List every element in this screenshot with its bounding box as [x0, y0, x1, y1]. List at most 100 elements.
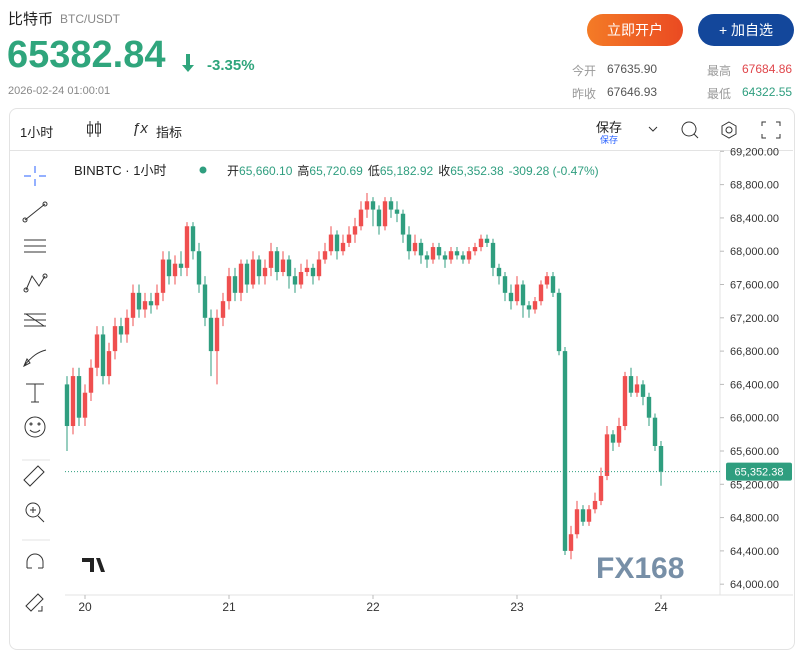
candle-body	[370, 201, 376, 210]
candle-body	[304, 267, 310, 273]
stat-label: 最低	[707, 87, 732, 101]
candle-body	[532, 301, 538, 310]
candle-body	[226, 276, 232, 302]
candle-body	[544, 276, 550, 285]
candle-body	[322, 251, 328, 260]
candle-body	[412, 242, 418, 252]
candle-body	[496, 267, 502, 277]
x-tick-label: 23	[510, 600, 524, 614]
candle-body	[148, 301, 154, 306]
price: 65382.84	[7, 34, 166, 76]
y-tick-label: 64,400.00	[730, 546, 779, 558]
candle-body	[268, 251, 274, 268]
candle-body	[112, 326, 118, 352]
candle-body	[568, 534, 574, 551]
candle-body	[442, 255, 448, 260]
ohlc-name: 收	[438, 164, 450, 178]
candle-body	[238, 263, 244, 293]
tv-logo	[82, 558, 105, 572]
candle-body	[424, 255, 430, 260]
ohlc-value: 65,352.38	[450, 164, 504, 178]
interval-button[interactable]: 1小时	[20, 125, 54, 140]
candle-body	[658, 445, 664, 472]
y-tick-label: 68,400.00	[730, 213, 779, 225]
indicator-icon[interactable]: ƒx	[132, 120, 148, 137]
candle-body	[472, 247, 478, 252]
candle-body	[382, 201, 388, 227]
candle-body	[256, 259, 262, 277]
candle-body	[118, 326, 124, 335]
asset-pair: BTC/USDT	[60, 12, 120, 26]
candle-body	[610, 434, 616, 443]
candle-body	[628, 376, 634, 393]
y-tick-label: 65,200.00	[730, 479, 779, 491]
x-tick-label: 21	[222, 600, 236, 614]
candle-body	[310, 267, 316, 277]
candle-body	[244, 263, 250, 285]
indicators-button[interactable]: 指标	[156, 125, 183, 140]
stat-label: 今开	[572, 64, 597, 78]
candle-body	[430, 247, 436, 260]
candle-body	[490, 242, 496, 268]
stat-value: 67684.86	[742, 62, 793, 76]
candle-body	[466, 251, 472, 260]
candle-body	[580, 509, 586, 522]
save-sub: 保存	[600, 135, 619, 145]
toolbar-divider	[10, 150, 793, 151]
y-tick-label: 66,800.00	[730, 346, 779, 358]
candle-body	[298, 272, 304, 285]
stat-value: 67635.90	[607, 62, 658, 76]
candle-type-icon[interactable]	[86, 120, 102, 138]
candle-body	[508, 292, 514, 302]
toolbar-icons	[648, 121, 781, 139]
candle-body	[616, 426, 622, 443]
candle-body	[202, 284, 208, 318]
candle-body	[358, 209, 364, 227]
candle-body	[514, 284, 520, 302]
candle-body	[334, 234, 340, 252]
down-arrow	[182, 54, 194, 72]
candle-body	[562, 351, 568, 551]
candle-body	[220, 301, 226, 318]
change: -3.35%	[207, 57, 255, 74]
candle-body	[208, 317, 214, 352]
timestamp: 2026-02-24 01:00:01	[8, 85, 111, 97]
candle-body	[280, 259, 286, 273]
symbol-label: BINBTC · 1小时	[74, 163, 166, 178]
candle-body	[454, 251, 460, 256]
y-tick-label: 66,000.00	[730, 413, 779, 425]
candle-body	[70, 376, 76, 427]
candle-body	[646, 396, 652, 418]
candle-body	[160, 259, 166, 293]
y-tick-label: 67,200.00	[730, 313, 779, 325]
candle-body	[232, 276, 238, 293]
save-button[interactable]: 保存	[596, 120, 623, 135]
candle-body	[460, 255, 466, 260]
candle-body	[400, 213, 406, 235]
candle-body	[178, 263, 184, 268]
candle-body	[538, 284, 544, 302]
candle-body	[64, 384, 70, 427]
y-tick-label: 64,000.00	[730, 579, 779, 591]
open-account-button[interactable]: 立即开户	[587, 14, 683, 46]
candle-body	[292, 276, 298, 285]
y-tick-label: 65,600.00	[730, 446, 779, 458]
candle-body	[142, 301, 148, 310]
candle-body	[130, 292, 136, 318]
candle-body	[502, 276, 508, 293]
candle-body	[652, 417, 658, 446]
asset-name: 比特币	[8, 11, 54, 28]
add-watch-button[interactable]: + 加自选	[698, 14, 794, 46]
candle-body	[394, 209, 400, 214]
ohlc-value: 65,720.69	[309, 164, 363, 178]
candle-body	[94, 334, 100, 368]
stat-label: 昨收	[572, 87, 597, 101]
candle-body	[340, 242, 346, 252]
candle-body	[190, 226, 196, 252]
candle-body	[364, 201, 370, 210]
candle-body	[436, 247, 442, 256]
candle-body	[286, 259, 292, 277]
candle-body	[316, 259, 322, 277]
candle-body	[352, 226, 358, 235]
candle-body	[82, 392, 88, 418]
